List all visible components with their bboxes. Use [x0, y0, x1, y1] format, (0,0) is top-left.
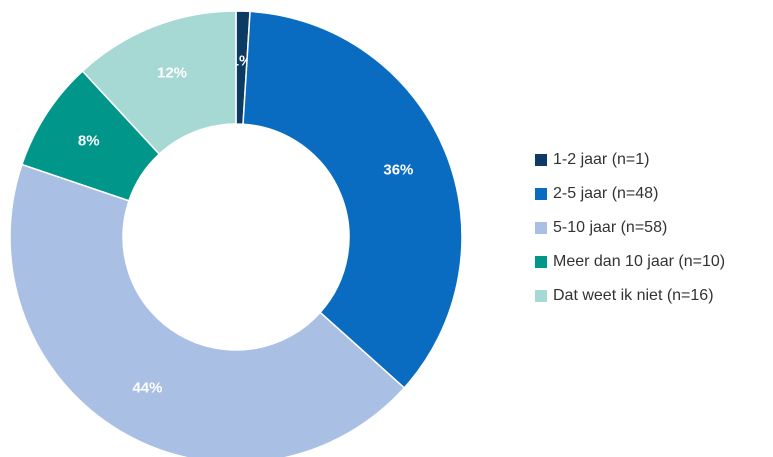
legend-label: Meer dan 10 jaar (n=10) — [553, 253, 725, 270]
donut-slice — [242, 10, 463, 389]
legend-swatch — [535, 188, 547, 200]
legend-label: Dat weet ik niet (n=16) — [553, 287, 714, 304]
legend-swatch — [535, 154, 547, 166]
legend-label: 1-2 jaar (n=1) — [553, 151, 650, 168]
donut-slice — [81, 10, 237, 156]
slice-label: 8% — [78, 132, 100, 149]
slice-label: 12% — [157, 65, 187, 82]
donut-slice — [9, 163, 406, 457]
slice-label: 44% — [132, 379, 162, 396]
legend-swatch — [535, 222, 547, 234]
slice-label: 36% — [383, 161, 413, 178]
legend-swatch — [535, 290, 547, 302]
legend-label: 2-5 jaar (n=48) — [553, 185, 658, 202]
legend-swatch — [535, 256, 547, 268]
legend-label: 5-10 jaar (n=58) — [553, 219, 667, 236]
